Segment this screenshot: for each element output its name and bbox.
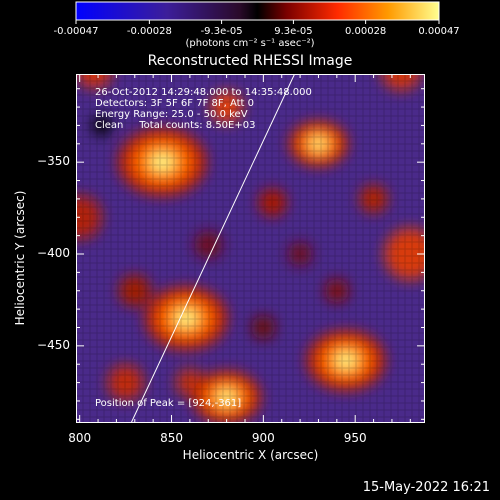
colorbar-ticks <box>75 20 440 24</box>
colorbar-tick-label: -0.00047 <box>53 26 99 37</box>
x-tick-label: 950 <box>343 431 367 445</box>
plot-date: 15-May-2022 16:21 <box>362 480 490 495</box>
chart-title: Reconstructed RHESSI Image <box>147 53 353 69</box>
x-tick-label: 850 <box>160 431 183 445</box>
x-tick-label: 800 <box>68 431 92 445</box>
plot-area <box>76 74 425 423</box>
axis-ticks <box>76 74 425 423</box>
colorbar-tick-label: -0.00028 <box>126 26 172 37</box>
x-tick-label: 900 <box>251 431 275 445</box>
annotation-counts: Clean Total counts: 8.50E+03 <box>95 120 256 131</box>
colorbar-gradient <box>75 1 440 21</box>
colorbar-units: (photons cm⁻² s⁻¹ asec⁻²) <box>185 38 315 49</box>
y-axis-label: Heliocentric Y (arcsec) <box>13 190 27 326</box>
x-axis-label: Heliocentric X (arcsec) <box>182 448 319 462</box>
colorbar-tick-label: 0.00028 <box>344 26 387 37</box>
y-tick-label: −450 <box>37 337 70 352</box>
heatmap-image <box>76 74 425 423</box>
colorbar-tick-label: 0.00047 <box>418 26 460 37</box>
limb-line <box>130 74 296 423</box>
colorbar-tick-label: 9.3e-05 <box>274 26 313 37</box>
peak-position-label: Position of Peak = [924,-361] <box>95 398 242 409</box>
colorbar <box>75 1 440 24</box>
annotation-energy: Energy Range: 25.0 - 50.0 keV <box>95 109 248 120</box>
colorbar-tick-label: -9.3e-05 <box>200 26 243 37</box>
plot-frame <box>76 74 425 423</box>
y-tick-label: −400 <box>37 246 70 260</box>
annotation-detectors: Detectors: 3F 5F 6F 7F 8F, Att 0 <box>95 98 255 109</box>
annotation-time: 26-Oct-2012 14:29:48.000 to 14:35:48.000 <box>95 87 312 98</box>
y-tick-label: −350 <box>37 154 70 169</box>
